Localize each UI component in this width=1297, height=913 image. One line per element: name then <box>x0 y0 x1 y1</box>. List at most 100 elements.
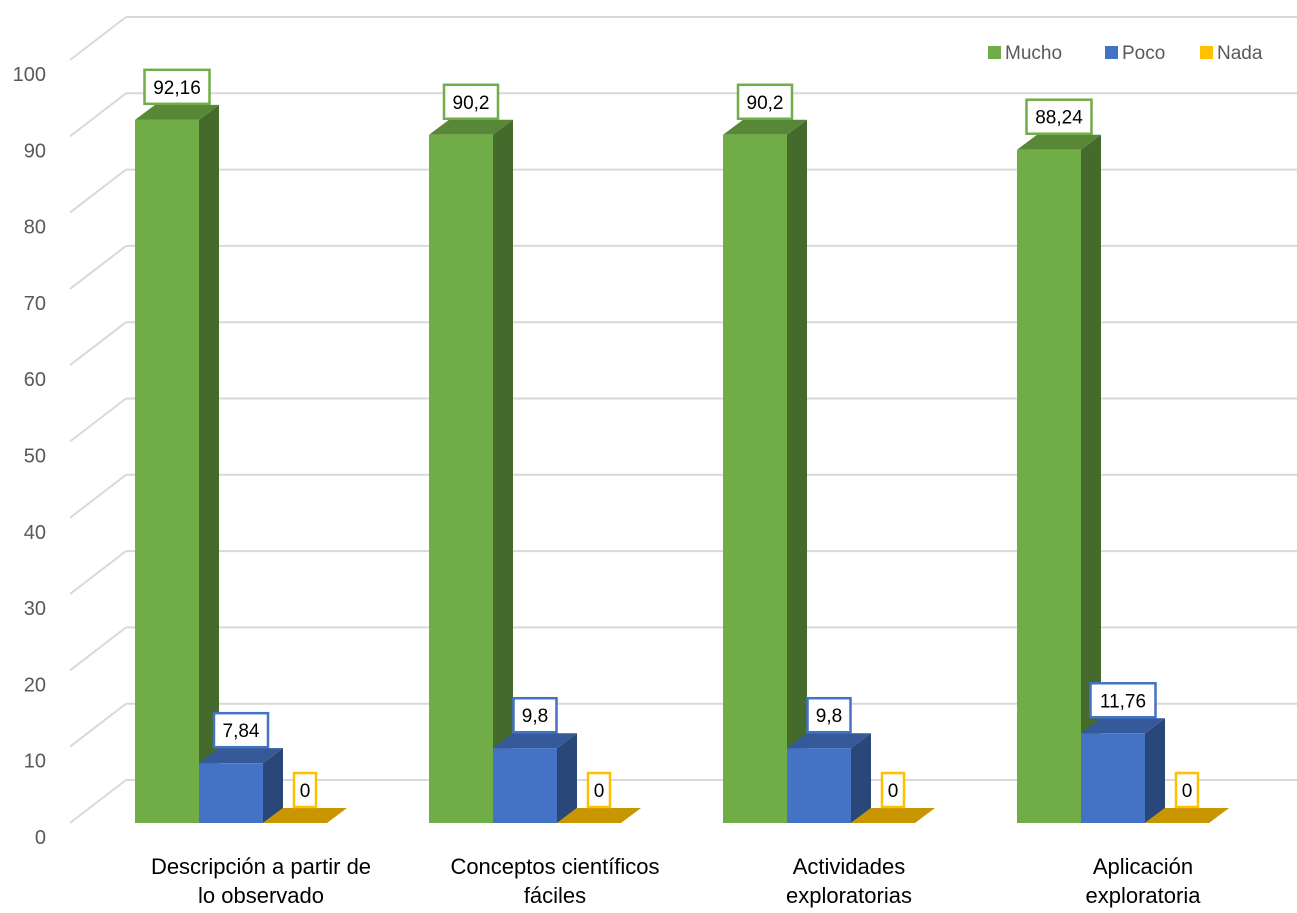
data-labels: 92,16 7,84 0 90,2 9,8 0 90,2 9,8 0 88,24 11,76 0 <box>143 68 1200 809</box>
y-tick-label: 90 <box>24 140 46 162</box>
y-tick-label: 70 <box>24 293 46 315</box>
bar-mucho <box>1017 134 1101 823</box>
gridlines <box>69 16 1297 824</box>
y-tick-label: 30 <box>24 598 46 620</box>
y-tick-label: 100 <box>13 64 46 86</box>
bar-front <box>787 748 851 823</box>
y-tick-label: 80 <box>24 217 46 239</box>
data-label-box <box>512 696 558 734</box>
data-label: 92,16 <box>143 68 211 106</box>
gridline-diagonal <box>69 16 127 61</box>
legend-swatch <box>1105 46 1118 59</box>
bar-mucho <box>429 119 513 824</box>
gridline-diagonal <box>69 92 127 138</box>
legend-label: Poco <box>1122 43 1165 64</box>
bar-front <box>135 119 199 823</box>
bars <box>135 104 1229 824</box>
bar-mucho <box>135 104 219 823</box>
y-tick-label: 20 <box>24 674 46 696</box>
data-label-box <box>442 83 500 121</box>
gridline-diagonal <box>69 474 127 519</box>
y-tick-label: 50 <box>24 446 46 468</box>
data-label-text: 90,2 <box>453 93 490 114</box>
category-label: exploratorias <box>786 883 912 908</box>
bar-top <box>199 748 283 764</box>
legend-swatch <box>988 46 1001 59</box>
data-label-text: 0 <box>1182 781 1193 802</box>
y-tick-label: 10 <box>24 751 46 773</box>
data-label-text: 90,2 <box>747 93 784 114</box>
gridline-diagonal <box>69 626 127 672</box>
data-label-text: 0 <box>300 781 311 802</box>
y-axis-tick-labels: 0 10 20 30 40 50 60 70 80 90 100 <box>13 64 46 849</box>
category-label: lo observado <box>198 883 324 908</box>
data-label: 0 <box>880 771 906 809</box>
bar-front <box>199 763 263 823</box>
category-label: Conceptos científicos <box>450 854 659 879</box>
data-label: 9,8 <box>806 696 852 734</box>
data-label-box <box>586 771 612 809</box>
bar-top <box>851 808 935 823</box>
data-label-box <box>1025 98 1093 135</box>
bar-top <box>787 733 871 749</box>
data-label-text: 88,24 <box>1035 108 1083 129</box>
legend: Mucho Poco Nada <box>988 43 1263 64</box>
category-labels: Descripción a partir de lo observado Conce… <box>151 854 1201 908</box>
y-tick-label: 60 <box>24 369 46 391</box>
bar-nada <box>557 808 641 823</box>
legend-swatch <box>1200 46 1213 59</box>
bar-side <box>493 119 513 824</box>
category-label: exploratoria <box>1086 883 1202 908</box>
data-label-box <box>1174 771 1200 809</box>
data-label-text: 7,84 <box>223 721 260 742</box>
data-label: 11,76 <box>1089 682 1157 719</box>
bar-top <box>1145 808 1229 823</box>
bar-nada <box>263 808 347 823</box>
data-label: 90,2 <box>736 83 794 121</box>
bar-front <box>1081 733 1145 823</box>
data-label: 9,8 <box>512 696 558 734</box>
bar-top <box>429 119 513 135</box>
bar-side <box>787 119 807 824</box>
bar-top <box>263 808 347 823</box>
category-label: Actividades <box>793 854 906 879</box>
data-label-text: 92,16 <box>153 78 201 99</box>
y-tick-label: 0 <box>35 827 46 849</box>
data-label: 7,84 <box>212 711 270 749</box>
legend-label: Mucho <box>1005 43 1062 64</box>
bar-poco <box>1081 718 1165 823</box>
data-label: 90,2 <box>442 83 500 121</box>
data-label: 0 <box>292 771 318 809</box>
bar-side <box>263 748 283 823</box>
data-label-text: 0 <box>888 781 899 802</box>
category-label: Aplicación <box>1093 854 1193 879</box>
data-label-box <box>736 83 794 121</box>
data-label-box <box>806 696 852 734</box>
legend-item-mucho: Mucho <box>988 43 1062 64</box>
data-label-box <box>212 711 270 749</box>
bar-top <box>1017 134 1101 150</box>
bar-side <box>1081 134 1101 823</box>
bar-front <box>493 748 557 823</box>
data-label-text: 11,76 <box>1100 691 1146 712</box>
bar-side <box>199 104 219 823</box>
gridline-diagonal <box>69 550 127 595</box>
bar-top <box>493 733 577 749</box>
data-label-box <box>143 68 211 106</box>
data-label: 0 <box>1174 771 1200 809</box>
bar-front <box>723 134 787 824</box>
gridline-diagonal <box>69 779 127 824</box>
data-label-box <box>1089 682 1157 719</box>
bar-top <box>557 808 641 823</box>
bar-nada <box>851 808 935 823</box>
bar-front <box>1017 149 1081 823</box>
legend-item-poco: Poco <box>1105 43 1165 64</box>
legend-item-nada: Nada <box>1200 43 1263 64</box>
gridline-diagonal <box>69 397 127 443</box>
category-label: Descripción a partir de <box>151 854 371 879</box>
data-label-text: 9,8 <box>816 706 842 727</box>
bar-poco <box>787 733 871 823</box>
bar-front <box>429 134 493 824</box>
bar-poco <box>199 748 283 823</box>
